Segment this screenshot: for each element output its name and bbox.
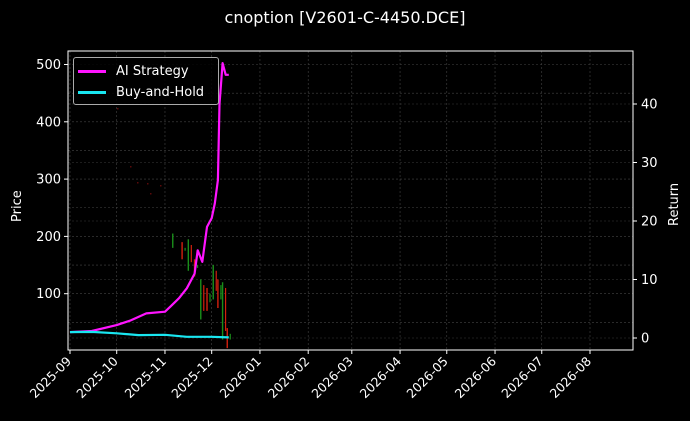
legend-label: Buy-and-Hold (116, 84, 205, 100)
svg-text:200: 200 (36, 230, 61, 245)
legend-item-buy-and-hold: Buy-and-Hold (78, 82, 204, 102)
x-axis: 2025-09 2025-10 2025-11 2025-12 2026-01 2026-… (27, 350, 595, 402)
svg-text:2026-02: 2026-02 (265, 354, 313, 402)
legend-label: AI Strategy (116, 63, 189, 79)
svg-text:2026-08: 2026-08 (547, 353, 595, 401)
svg-text:2025-10: 2025-10 (73, 353, 121, 401)
svg-text:10: 10 (641, 273, 658, 288)
y-axis-right: 0 10 20 30 40 (633, 98, 658, 347)
svg-text:0: 0 (641, 332, 649, 347)
svg-text:400: 400 (36, 115, 61, 130)
svg-text:2026-01: 2026-01 (217, 354, 265, 402)
svg-text:2025-11: 2025-11 (122, 354, 170, 402)
svg-text:30: 30 (641, 156, 658, 171)
plot-frame (67, 50, 634, 351)
series-ai-strategy (69, 61, 229, 334)
y-axis-label-right: Return (667, 182, 682, 226)
legend-swatch-cyan (78, 90, 106, 94)
series-buy-and-hold (69, 330, 229, 339)
chart-title: cnoption [V2601-C-4450.DCE] (224, 8, 466, 27)
svg-text:20: 20 (641, 215, 658, 230)
svg-text:2026-06: 2026-06 (452, 353, 500, 401)
svg-text:300: 300 (36, 173, 61, 188)
svg-text:2026-05: 2026-05 (403, 354, 451, 402)
svg-text:2025-12: 2025-12 (168, 354, 216, 402)
svg-text:2026-04: 2026-04 (357, 353, 405, 401)
svg-text:100: 100 (36, 287, 61, 302)
svg-text:2025-09: 2025-09 (27, 353, 75, 401)
svg-text:2026-07: 2026-07 (498, 354, 546, 402)
y-axis-left: 100 200 300 400 500 (36, 58, 68, 302)
legend: AI Strategy Buy-and-Hold (73, 57, 219, 105)
y-axis-label-left: Price (10, 190, 25, 222)
svg-text:500: 500 (36, 58, 61, 73)
candlesticks (172, 233, 231, 349)
grid (68, 51, 633, 350)
svg-text:40: 40 (641, 98, 658, 113)
svg-text:2026-03: 2026-03 (308, 354, 356, 402)
legend-item-ai-strategy: AI Strategy (78, 61, 189, 81)
legend-swatch-magenta (78, 69, 106, 73)
